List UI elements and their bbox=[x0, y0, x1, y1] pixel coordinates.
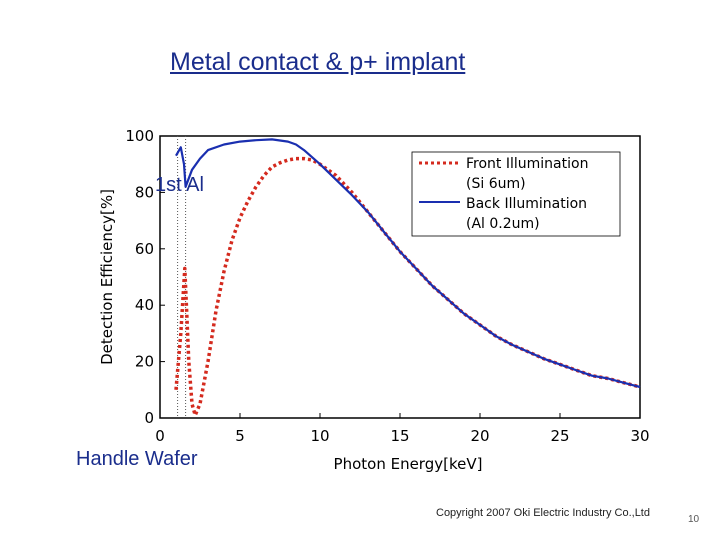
legend: Front Illumination (Si 6um) Back Illumin… bbox=[411, 151, 621, 237]
annotation-first-al: 1st Al bbox=[155, 174, 204, 196]
y-tick-label: 0 bbox=[144, 409, 154, 427]
x-axis-label: Photon Energy[keV] bbox=[334, 455, 483, 473]
y-axis-label: Detection Efficiency[%] bbox=[98, 189, 116, 365]
series-line-back-illumination bbox=[175, 138, 641, 389]
y-tick-label: 20 bbox=[135, 353, 154, 371]
legend-front-line2: (Si 6um) bbox=[466, 176, 526, 192]
x-tick-label: 30 bbox=[630, 427, 649, 445]
y-tick-label: 60 bbox=[135, 240, 154, 258]
legend-back-line2: (Al 0.2um) bbox=[466, 216, 540, 232]
legend-back-line1: Back Illumination bbox=[466, 196, 587, 212]
legend-box bbox=[411, 151, 621, 237]
copyright-text: Copyright 2007 Oki Electric Industry Co.… bbox=[436, 507, 650, 519]
y-tick-label: 40 bbox=[135, 296, 154, 314]
annotation-handle-wafer: Handle Wafer bbox=[76, 448, 198, 470]
y-tick-label: 80 bbox=[135, 183, 154, 201]
x-tick-label: 10 bbox=[310, 427, 329, 445]
x-tick-label: 5 bbox=[235, 427, 245, 445]
x-tick-label: 25 bbox=[550, 427, 569, 445]
x-tick-label: 15 bbox=[390, 427, 409, 445]
x-tick-label: 20 bbox=[470, 427, 489, 445]
y-tick-label: 100 bbox=[125, 127, 154, 145]
slide-title: Metal contact & p+ implant bbox=[170, 48, 466, 76]
x-tick-label: 0 bbox=[155, 427, 165, 445]
page-number: 10 bbox=[688, 514, 700, 525]
legend-front-line1: Front Illumination bbox=[466, 156, 588, 172]
